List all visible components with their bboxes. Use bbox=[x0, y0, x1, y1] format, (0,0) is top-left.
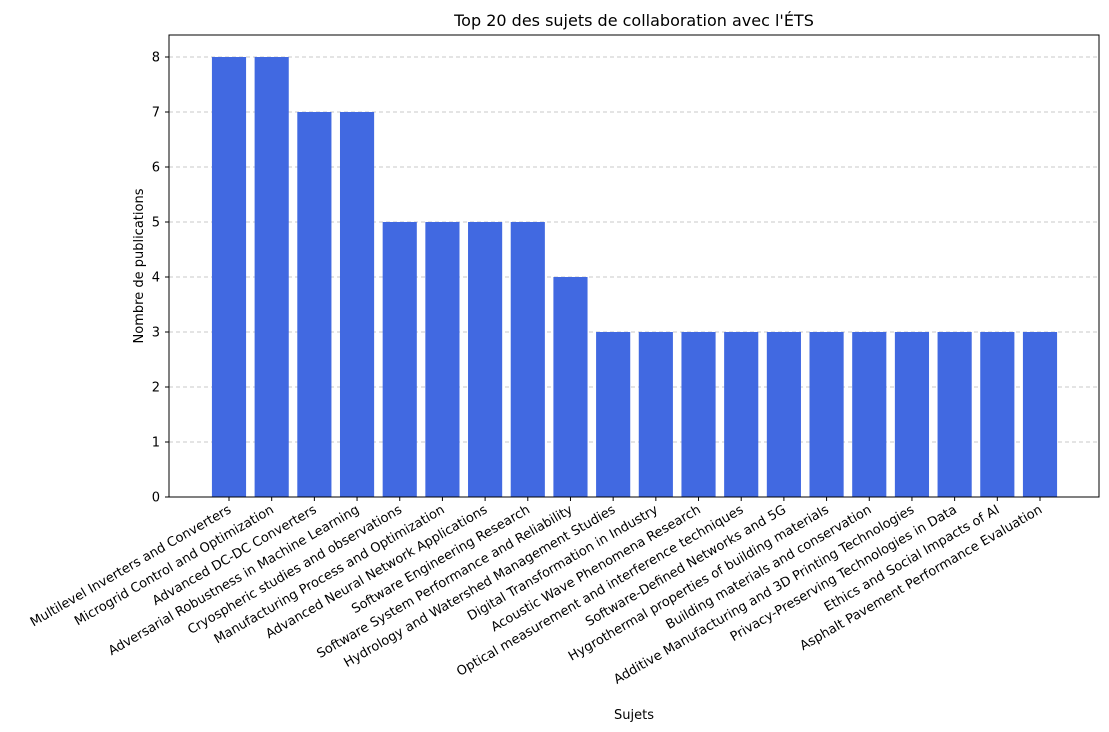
bar bbox=[766, 332, 801, 497]
y-tick-label: 0 bbox=[152, 491, 160, 506]
bar bbox=[339, 112, 375, 497]
bar bbox=[211, 57, 247, 497]
bar bbox=[638, 332, 673, 497]
bar bbox=[382, 222, 417, 497]
y-tick-label: 5 bbox=[152, 216, 160, 231]
bar bbox=[852, 332, 887, 497]
bar bbox=[425, 222, 460, 497]
y-tick-label: 6 bbox=[152, 161, 160, 176]
y-tick-label: 7 bbox=[152, 106, 160, 121]
y-tick-label: 2 bbox=[152, 381, 160, 396]
bar bbox=[681, 332, 716, 497]
chart-title: Top 20 des sujets de collaboration avec … bbox=[453, 11, 814, 30]
bar bbox=[297, 112, 332, 497]
y-axis: 0 1 2 3 4 5 6 7 8 bbox=[152, 51, 169, 506]
y-tick-label: 8 bbox=[152, 51, 160, 66]
bar bbox=[510, 222, 545, 497]
y-tick-label: 1 bbox=[152, 436, 160, 451]
y-tick-label: 4 bbox=[152, 271, 160, 286]
bar bbox=[553, 277, 588, 497]
bar bbox=[254, 57, 289, 497]
y-axis-label: Nombre de publications bbox=[132, 188, 147, 343]
bar bbox=[596, 332, 631, 497]
bar bbox=[809, 332, 844, 497]
bar bbox=[1022, 332, 1058, 497]
x-axis-label: Sujets bbox=[614, 708, 654, 723]
y-tick-label: 3 bbox=[152, 326, 160, 341]
bar bbox=[894, 332, 930, 497]
bar bbox=[724, 332, 759, 497]
bar bbox=[980, 332, 1015, 497]
bar bbox=[937, 332, 972, 497]
x-axis: Multilevel Inverters and ConvertersMicro… bbox=[28, 497, 1045, 688]
bars bbox=[211, 57, 1058, 497]
bar bbox=[468, 222, 503, 497]
plot-frame bbox=[168, 34, 1100, 498]
